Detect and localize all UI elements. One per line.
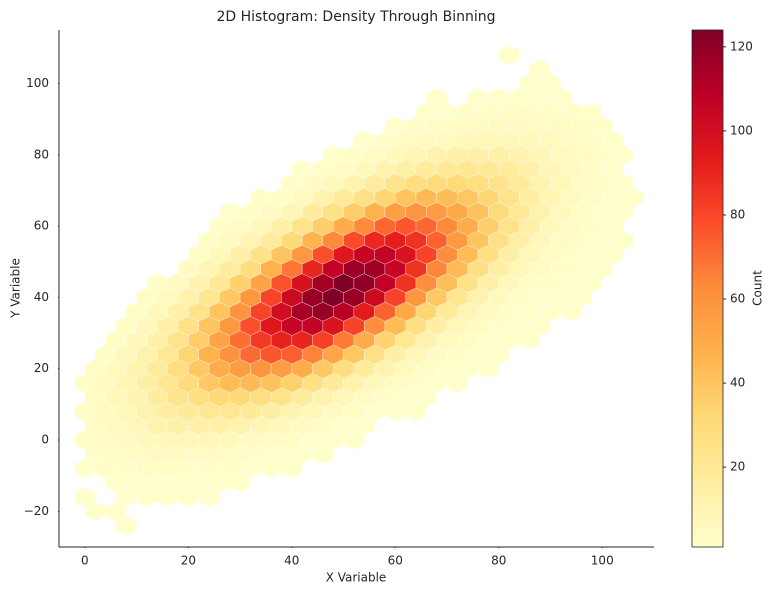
x-tick-label: 100 xyxy=(591,554,614,568)
x-tick-label: 0 xyxy=(81,554,89,568)
x-axis-label: X Variable xyxy=(326,571,387,585)
colorbar xyxy=(691,29,724,548)
colorbar-tick-label: 40 xyxy=(730,376,745,390)
x-tick-label: 80 xyxy=(491,554,506,568)
y-tick-label: 20 xyxy=(34,361,49,375)
hexbin-cells xyxy=(74,45,644,536)
colorbar-tick-label: 60 xyxy=(730,292,745,306)
y-tick-label: 0 xyxy=(41,433,49,447)
colorbar-tick-label: 80 xyxy=(730,207,745,221)
hex-cell xyxy=(498,45,520,65)
x-tick-label: 60 xyxy=(388,554,403,568)
colorbar-label: Count xyxy=(751,270,765,306)
colorbar-tick-label: 100 xyxy=(730,123,753,137)
hex-cell xyxy=(426,88,448,108)
colorbar-tick-label: 20 xyxy=(730,460,745,474)
y-tick-label: 80 xyxy=(34,147,49,161)
hex-cell xyxy=(74,487,96,507)
y-axis-label: Y Variable xyxy=(9,258,23,319)
x-tick-label: 40 xyxy=(284,554,299,568)
x-tick-label: 20 xyxy=(181,554,196,568)
colorbar-tick-label: 120 xyxy=(730,39,753,53)
y-tick-label: 60 xyxy=(34,219,49,233)
chart-title: 2D Histogram: Density Through Binning xyxy=(216,9,495,25)
y-tick-label: −20 xyxy=(24,504,49,518)
hex-cell xyxy=(529,59,551,79)
y-tick-label: 100 xyxy=(26,76,49,90)
hex-cell xyxy=(581,102,603,122)
y-tick-label: 40 xyxy=(34,290,49,304)
